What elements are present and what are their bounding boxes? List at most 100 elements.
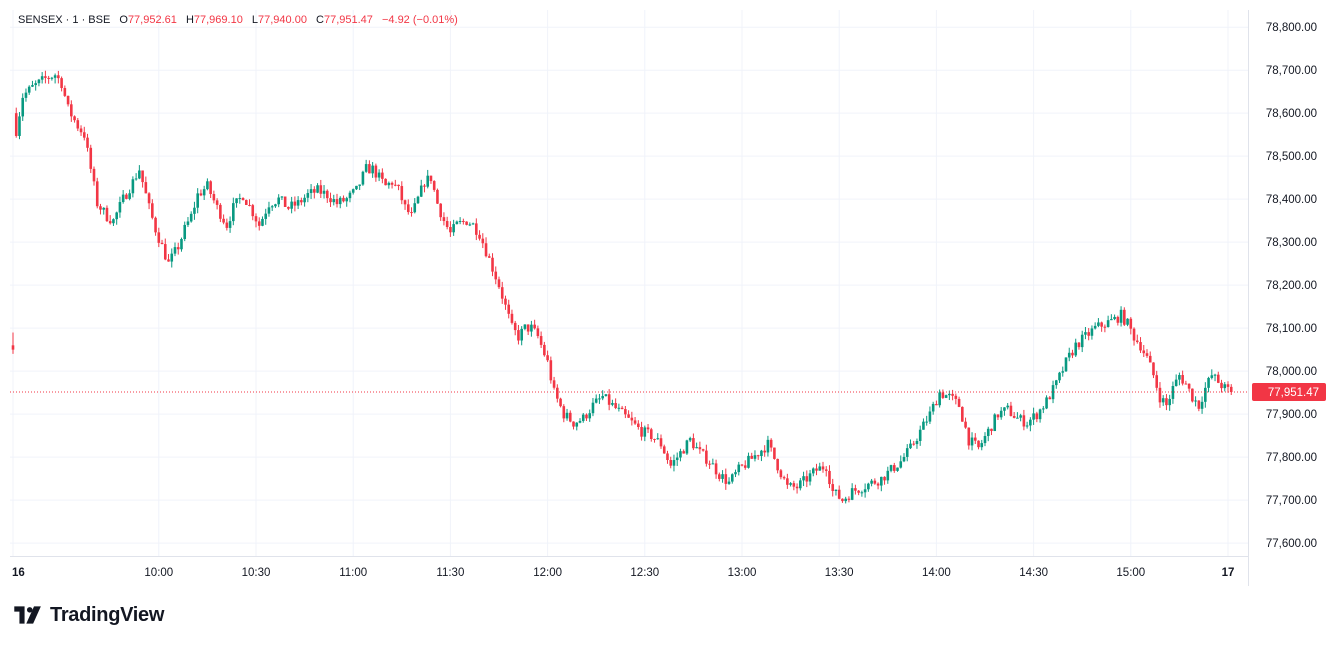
candle-172[interactable] bbox=[568, 410, 572, 423]
candle-26[interactable] bbox=[95, 177, 99, 209]
candle-259[interactable] bbox=[850, 483, 854, 501]
candle-100[interactable] bbox=[335, 193, 339, 208]
candle-308[interactable] bbox=[1009, 401, 1013, 417]
candle-123[interactable] bbox=[410, 207, 413, 217]
candle-44[interactable] bbox=[154, 216, 157, 236]
candle-362[interactable] bbox=[1184, 380, 1188, 385]
candle-63[interactable] bbox=[215, 198, 219, 210]
candle-119[interactable] bbox=[397, 184, 400, 191]
candle-303[interactable] bbox=[993, 413, 997, 432]
candle-83[interactable] bbox=[280, 196, 284, 201]
candle-31[interactable] bbox=[112, 218, 115, 226]
candle-340[interactable] bbox=[1113, 314, 1116, 321]
candle-51[interactable] bbox=[176, 242, 180, 255]
candle-134[interactable] bbox=[445, 216, 449, 230]
candle-354[interactable] bbox=[1158, 382, 1162, 408]
candle-73[interactable] bbox=[248, 199, 251, 207]
candle-285[interactable] bbox=[935, 400, 938, 406]
candle-345[interactable] bbox=[1129, 317, 1133, 335]
candle-30[interactable] bbox=[108, 215, 112, 225]
candle-158[interactable] bbox=[523, 324, 527, 331]
candle-78[interactable] bbox=[264, 208, 268, 225]
tradingview-brand[interactable]: TradingView bbox=[12, 603, 164, 627]
candle-177[interactable] bbox=[585, 413, 588, 421]
candle-126[interactable] bbox=[419, 179, 423, 198]
candle-217[interactable] bbox=[714, 459, 718, 479]
candle-250[interactable] bbox=[821, 461, 825, 473]
candle-35[interactable] bbox=[125, 193, 128, 200]
candle-273[interactable] bbox=[896, 467, 899, 472]
candle-260[interactable] bbox=[854, 484, 857, 495]
candle-313[interactable] bbox=[1025, 421, 1029, 429]
candle-293[interactable] bbox=[961, 406, 964, 422]
candle-222[interactable] bbox=[730, 473, 734, 484]
candle-239[interactable] bbox=[786, 473, 789, 489]
candle-180[interactable] bbox=[594, 394, 598, 404]
candle-302[interactable] bbox=[990, 428, 993, 436]
candle-178[interactable] bbox=[588, 409, 592, 422]
candle-163[interactable] bbox=[539, 331, 543, 349]
candle-95[interactable] bbox=[319, 179, 323, 199]
candle-255[interactable] bbox=[837, 485, 841, 500]
candle-321[interactable] bbox=[1051, 380, 1055, 404]
candle-70[interactable] bbox=[238, 193, 242, 204]
candle-236[interactable] bbox=[776, 458, 779, 474]
candle-344[interactable] bbox=[1126, 318, 1129, 327]
candle-38[interactable] bbox=[134, 173, 138, 181]
candle-256[interactable] bbox=[841, 498, 844, 503]
candle-305[interactable] bbox=[999, 407, 1003, 420]
candle-296[interactable] bbox=[970, 432, 974, 451]
candle-312[interactable] bbox=[1022, 409, 1026, 431]
candle-182[interactable] bbox=[601, 390, 604, 401]
candle-258[interactable] bbox=[847, 496, 851, 503]
candle-304[interactable] bbox=[996, 414, 1000, 420]
candle-353[interactable] bbox=[1155, 370, 1159, 391]
candle-176[interactable] bbox=[581, 412, 585, 423]
candle-57[interactable] bbox=[196, 188, 199, 214]
candle-272[interactable] bbox=[892, 462, 896, 473]
candle-9[interactable] bbox=[40, 72, 44, 84]
candle-169[interactable] bbox=[559, 397, 562, 408]
candle-266[interactable] bbox=[873, 478, 877, 485]
candle-227[interactable] bbox=[747, 452, 750, 469]
candle-165[interactable] bbox=[546, 350, 549, 363]
candle-1[interactable] bbox=[14, 107, 18, 138]
candle-325[interactable] bbox=[1064, 357, 1068, 373]
candle-179[interactable] bbox=[591, 397, 595, 417]
candle-98[interactable] bbox=[329, 192, 332, 207]
candle-10[interactable] bbox=[44, 70, 47, 84]
candle-168[interactable] bbox=[556, 384, 559, 403]
candle-294[interactable] bbox=[964, 417, 967, 429]
candle-77[interactable] bbox=[261, 216, 264, 227]
candle-263[interactable] bbox=[863, 483, 867, 498]
candle-232[interactable] bbox=[763, 445, 766, 457]
candle-193[interactable] bbox=[637, 420, 640, 430]
candle-21[interactable] bbox=[79, 125, 83, 136]
candle-359[interactable] bbox=[1174, 374, 1178, 387]
candle-280[interactable] bbox=[918, 425, 922, 446]
candle-199[interactable] bbox=[656, 433, 660, 440]
candle-338[interactable] bbox=[1106, 315, 1110, 328]
candle-52[interactable] bbox=[180, 237, 183, 252]
candle-33[interactable] bbox=[118, 196, 122, 218]
candle-288[interactable] bbox=[944, 394, 948, 399]
candle-159[interactable] bbox=[526, 324, 530, 336]
candle-18[interactable] bbox=[70, 100, 73, 122]
candle-212[interactable] bbox=[698, 441, 702, 454]
candle-58[interactable] bbox=[199, 189, 203, 197]
candle-48[interactable] bbox=[167, 254, 170, 262]
candle-75[interactable] bbox=[254, 213, 258, 228]
candle-213[interactable] bbox=[701, 448, 705, 452]
candle-115[interactable] bbox=[384, 178, 387, 186]
candle-6[interactable] bbox=[31, 80, 34, 88]
candle-292[interactable] bbox=[957, 396, 961, 408]
candle-186[interactable] bbox=[614, 398, 617, 410]
candle-241[interactable] bbox=[792, 480, 796, 491]
candle-314[interactable] bbox=[1029, 417, 1032, 432]
price-axis[interactable]: 78,800.00 78,700.00 78,600.00 78,500.00 78,4… bbox=[1252, 22, 1326, 550]
candle-125[interactable] bbox=[416, 195, 420, 204]
candle-184[interactable] bbox=[607, 389, 611, 411]
candle-50[interactable] bbox=[173, 242, 177, 257]
candle-34[interactable] bbox=[121, 190, 125, 204]
candle-148[interactable] bbox=[491, 253, 494, 277]
